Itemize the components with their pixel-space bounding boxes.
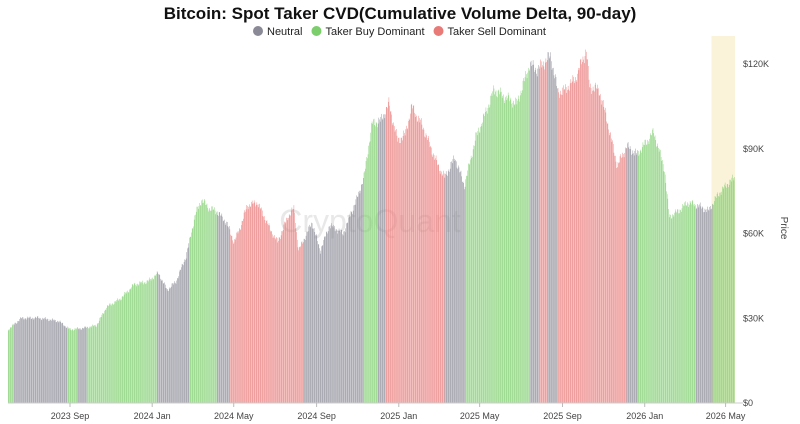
y-tick-label: $60K [743,229,764,239]
x-tick-label: 2025 Sep [543,411,582,421]
legend-label-neutral[interactable]: Neutral [267,26,302,38]
y-tick-label: $120K [743,59,769,69]
x-tick-label: 2024 May [214,411,254,421]
y-tick-label: $30K [743,313,764,323]
legend-marker-sell[interactable] [433,26,444,36]
chart-title: Bitcoin: Spot Taker CVD(Cumulative Volum… [164,4,637,23]
y-tick-label: $90K [743,144,764,154]
y-tick-label: $0 [743,398,753,408]
price-bars [8,49,735,404]
x-tick-label: 2024 Sep [297,411,336,421]
x-tick-label: 2025 May [460,411,500,421]
y-axis: $0 $30K $60K $90K $120K [743,59,769,408]
x-tick-label: 2026 May [706,411,746,421]
y-axis-title: Price [778,217,789,240]
x-tick-label: 2023 Sep [51,411,90,421]
x-tick-label: 2026 Jan [626,411,663,421]
x-axis: 2023 Sep 2024 Jan 2024 May 2024 Sep 2025 Jan… [8,402,746,421]
legend-label-buy[interactable]: Taker Buy Dominant [325,26,424,38]
legend-marker-buy[interactable] [311,26,322,36]
x-tick-label: 2024 Jan [134,411,171,421]
legend-marker-neutral[interactable] [253,26,263,36]
x-tick-label: 2025 Jan [380,411,417,421]
chart-legend: Neutral Taker Buy Dominant Taker Sell Domi… [253,26,546,38]
legend-label-sell[interactable]: Taker Sell Dominant [448,26,546,38]
